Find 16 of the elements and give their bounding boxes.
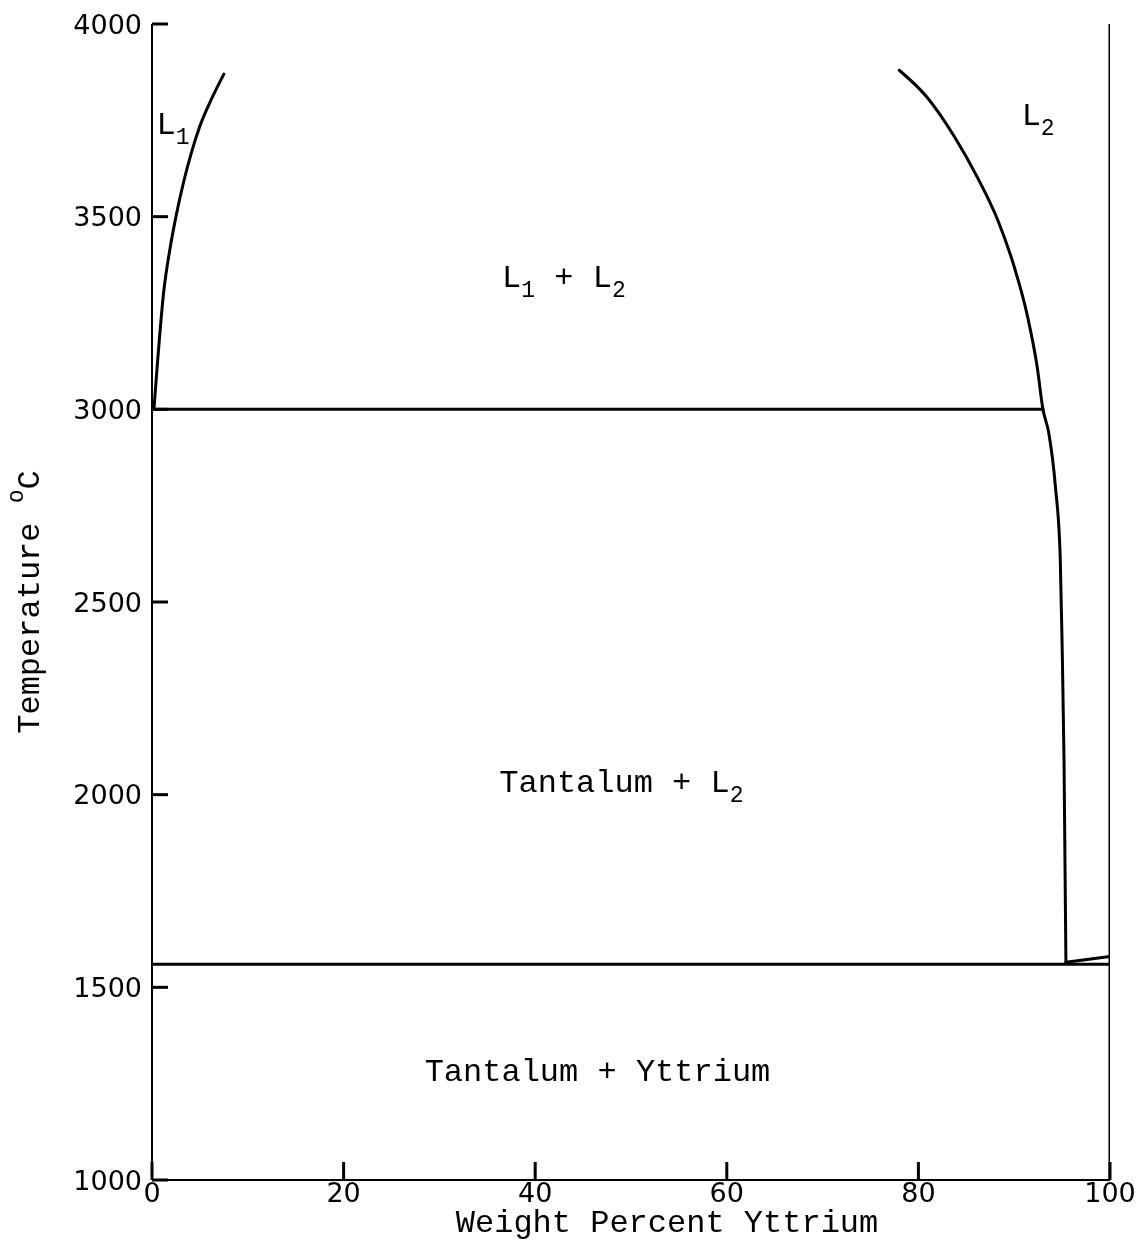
y-tick-label: 3500 [73, 201, 142, 233]
x-tick-label: 100 [1084, 1177, 1136, 1209]
annotation: Tantalum + Yttrium [424, 1053, 771, 1091]
y-tick-label: 2500 [73, 586, 142, 618]
y-tick-label: 2000 [73, 779, 142, 811]
y-tick-label: 3000 [73, 393, 142, 425]
x-tick-label: 0 [143, 1177, 161, 1209]
y-tick-label: 1000 [73, 1164, 142, 1196]
x-tick-label: 80 [901, 1177, 936, 1209]
y-tick-label: 1500 [73, 971, 142, 1003]
y-tick-label: 4000 [73, 8, 142, 40]
annotation: L$_{1}$ [156, 106, 190, 151]
annotation: Tantalum + L$_{2}$ [499, 764, 744, 810]
x-tick-label: 20 [326, 1177, 361, 1209]
annotation: L$_{2}$ [1021, 97, 1055, 143]
annotation: L$_{1}$ + L$_{2}$ [502, 259, 626, 305]
